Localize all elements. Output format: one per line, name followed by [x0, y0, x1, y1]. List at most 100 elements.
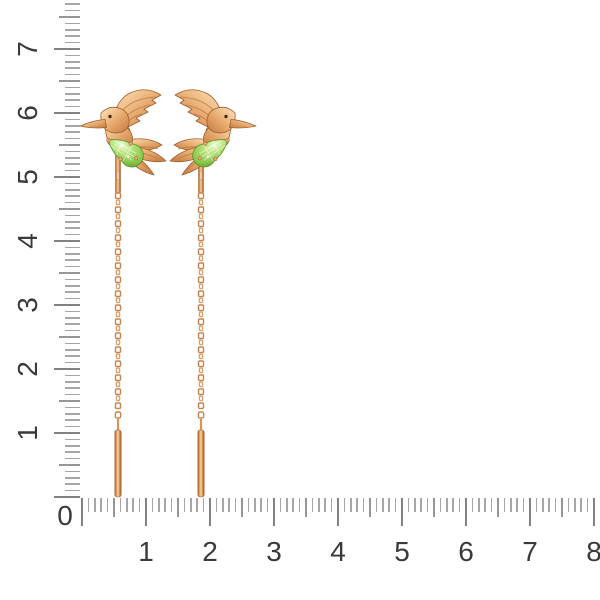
ruler-tick [497, 498, 499, 517]
ruler-tick [157, 498, 160, 512]
chain-link [197, 276, 205, 284]
bar-neck [116, 419, 120, 432]
chain-link [115, 311, 121, 318]
ruler-tick [65, 483, 80, 486]
ruler-tick [65, 246, 80, 249]
ruler-tick [65, 214, 80, 217]
threader-bar [114, 429, 122, 498]
ruler-tick [292, 498, 295, 512]
ruler-tick [65, 323, 80, 326]
vertical-ruler-label-4: 4 [12, 233, 43, 249]
ruler-tick [59, 144, 80, 146]
horizontal-ruler-label-3: 3 [266, 536, 282, 567]
ruler-tick [65, 41, 80, 44]
ruler-tick [317, 498, 320, 512]
ruler-tick [401, 498, 403, 526]
ruler-tick [311, 498, 314, 512]
ruler-tick [580, 498, 583, 512]
chain [114, 192, 122, 410]
ruler-tick [183, 498, 186, 512]
chain-link [197, 402, 205, 410]
ruler-tick [65, 252, 80, 255]
chain-link [115, 213, 121, 220]
chain-link [115, 339, 121, 346]
ruler-tick [484, 498, 487, 512]
ruler-tick [452, 498, 455, 512]
chain-link [198, 297, 204, 304]
ruler-tick [59, 16, 80, 18]
chain-link [197, 388, 205, 396]
ruler-tick [65, 348, 80, 351]
ruler-tick [54, 432, 80, 434]
ruler-tick [65, 284, 80, 287]
ruler-tick [593, 498, 595, 526]
chain-link [198, 381, 204, 388]
ruler-tick [209, 498, 211, 526]
ruler-tick [65, 220, 80, 223]
ruler-tick [65, 470, 80, 473]
ruler-tick [119, 498, 122, 512]
left-earring-image [79, 89, 167, 498]
horizontal-ruler-label-7: 7 [522, 536, 538, 567]
ruler-tick [196, 498, 199, 512]
ruler-tick [65, 425, 80, 428]
chain-link [197, 192, 205, 200]
ruler-tick [65, 73, 80, 76]
ruler-tick [65, 406, 80, 409]
bar-neck [199, 419, 203, 432]
chain-end-link [197, 411, 205, 419]
ruler-tick [234, 498, 237, 512]
ruler-tick [65, 329, 80, 332]
ruler-tick [65, 265, 80, 268]
chain-link [198, 213, 204, 220]
ruler-tick [65, 451, 80, 454]
ruler-tick [65, 67, 80, 70]
ruler-tick [65, 380, 80, 383]
ruler-tick [170, 498, 173, 512]
ruler-tick [54, 304, 80, 306]
chain-link [198, 311, 204, 318]
chain-link [114, 332, 122, 340]
chain-link [197, 220, 205, 228]
chain-link [114, 388, 122, 396]
ruler-tick [433, 498, 435, 517]
chain-link [197, 248, 205, 256]
ruler-tick [65, 28, 80, 31]
chain-end-link [114, 411, 122, 419]
ruler-tick [65, 86, 80, 89]
ruler-tick [65, 182, 80, 185]
chain-link [198, 241, 204, 248]
vertical-ruler-label-6: 6 [12, 105, 43, 121]
ruler-tick [151, 498, 154, 512]
chain-link [198, 199, 204, 206]
ruler-tick [81, 498, 83, 526]
ruler-tick [54, 112, 80, 114]
ruler-tick [561, 498, 563, 517]
threader-bar [197, 429, 205, 498]
horizontal-ruler-label-8: 8 [586, 536, 600, 567]
ruler-tick [535, 498, 538, 512]
ruler-tick [59, 272, 80, 274]
ruler-tick [65, 169, 80, 172]
ruler-tick [221, 498, 224, 512]
chain-link [114, 276, 122, 284]
ruler-tick [471, 498, 474, 512]
ruler-tick [573, 498, 576, 512]
vertical-ruler-label-1: 1 [12, 425, 43, 441]
ruler-tick [548, 498, 551, 512]
ruler-tick [100, 498, 103, 512]
vertical-ruler-label-2: 2 [12, 361, 43, 377]
ruler-tick [247, 498, 250, 512]
ruler-tick [465, 498, 467, 526]
ruler-tick [273, 498, 275, 526]
ruler-tick [305, 498, 307, 517]
ruler-tick [241, 498, 243, 517]
ruler-tick [65, 118, 80, 121]
ruler-tick [567, 498, 570, 512]
ruler-tick [59, 400, 80, 402]
ruler-tick [65, 291, 80, 294]
chain-link [115, 381, 121, 388]
ruler-tick [65, 60, 80, 63]
ruler-tick [349, 498, 352, 512]
